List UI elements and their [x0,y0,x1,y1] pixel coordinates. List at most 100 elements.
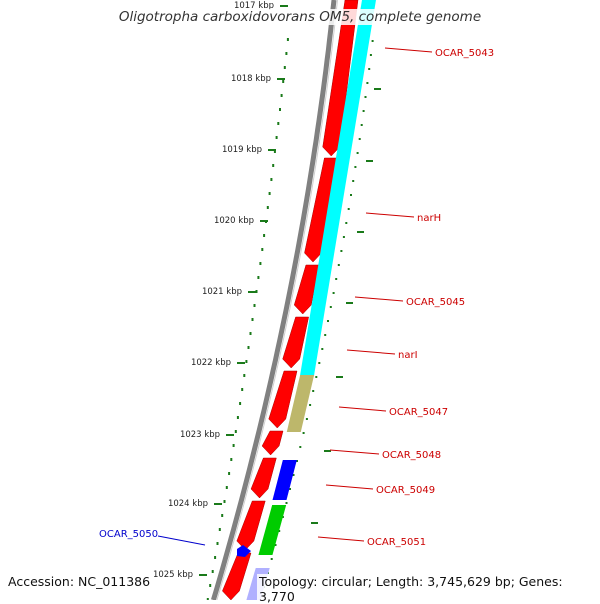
label-leader-line [329,449,380,455]
label-leader-line [325,484,374,490]
outer-ring-dot [350,194,352,196]
outer-ring-dot [285,502,288,504]
kbp-tick-mark [280,5,288,7]
outer-ring-dot [356,152,359,154]
label-leader-line [354,296,404,302]
kbp-tick-mark [214,503,222,505]
outer-ring-dot [309,404,312,406]
outer-ring-dot [324,334,327,336]
inner-ring-dot [286,38,289,41]
inner-ring-dot [270,178,273,181]
inner-ring-dot [249,332,252,335]
operon-band-cyan [300,0,376,375]
outer-ring-dot [318,362,321,364]
outer-ring-dot [281,516,284,518]
forward-gene-3 [293,264,320,315]
kbp-tick-label: 1023 kbp [180,430,220,440]
inner-ring-dot [257,276,260,279]
inner-ring-dot [285,52,288,55]
inner-ring-dot [209,584,212,587]
outer-ring-dot [354,166,357,168]
inner-ring-dot [282,80,285,83]
forward-gene-6 [261,430,284,456]
outer-ring-dot [345,222,348,224]
gene-band-blue [272,460,297,500]
outer-ring-dot [270,558,273,560]
kbp-tick-mark [226,434,234,436]
inner-ring-dot [230,458,233,461]
outer-ring-dot [362,110,365,112]
inner-ring-dot [273,150,276,153]
outer-ring-dot [312,390,315,392]
operon-band-khaki [286,375,315,432]
gene-track [222,0,376,600]
inner-ring-dot [266,206,269,209]
outer-ring-dot [321,348,324,350]
outer-ring-dash [324,450,331,452]
inner-ring-dot [261,248,264,251]
kbp-tick-label: 1019 kbp [222,145,262,155]
backbone-highlight [216,0,338,600]
gene-label: OCAR_5047 [389,407,448,418]
inner-ring-dot [206,598,209,600]
inner-ring-dot [251,318,254,321]
label-leader-line [157,535,206,546]
outer-ring-dash [366,160,373,162]
reverse-gene-ocar-5050 [237,545,251,557]
gene-label: narH [417,213,441,224]
kbp-tick-mark [277,78,285,80]
forward-gene-1 [322,0,359,157]
outer-ring-dot [366,82,369,84]
gc-skew-dots [206,38,381,600]
outer-ring-dot [337,264,340,266]
outer-ring-dot [347,208,350,210]
inner-ring-dot [234,430,237,433]
inner-ring-dot [259,262,262,265]
inner-ring-dot [243,374,246,377]
outer-ring-dot [327,320,329,322]
inner-ring-dot [236,416,239,419]
kbp-tick-mark [260,220,268,222]
outer-ring-dot [360,124,363,126]
forward-gene-2 [304,157,338,263]
inner-ring-dot [255,290,258,293]
kbp-tick-label: 1025 kbp [153,570,193,580]
outer-ring-dot [332,292,335,294]
backbone-arc [211,0,338,600]
outer-ring-dash [374,88,381,90]
inner-ring-dot [268,192,271,195]
gene-label: narI [398,350,418,361]
inner-ring-dot [211,570,214,573]
label-leader-line [338,406,387,412]
inner-ring-dot [223,500,226,503]
backbone-line [211,0,337,600]
outer-ring-dot [292,474,295,476]
inner-ring-dot [228,472,231,475]
gene-label: OCAR_5051 [367,537,426,548]
kbp-tick-label: 1020 kbp [214,216,254,226]
outer-ring-dot [342,236,345,238]
kbp-tick-label: 1018 kbp [231,74,271,84]
outer-ring-dot [352,180,355,182]
outer-ring-dash [357,231,364,233]
gene-label: OCAR_5043 [435,48,494,59]
forward-gene-4 [282,316,309,369]
kbp-ticks: 1017 kbp 1018 kbp 1019 kbp 1020 kbp 1021 kbp… [153,1,288,580]
inner-ring-dot [263,234,266,237]
outer-ring-dot [278,530,281,532]
forward-gene-7 [250,457,277,499]
gene-label: OCAR_5050 [99,529,158,540]
kbp-tick-label: 1017 kbp [234,1,274,11]
kbp-tick-label: 1021 kbp [202,287,242,297]
outer-ring-dot [274,544,277,546]
outer-ring-dot [368,68,371,70]
label-leader-line [317,536,365,542]
outer-ring-dot [358,138,361,140]
gene-band-green [258,505,287,555]
kbp-tick-mark [268,149,276,151]
accession-text: Accession: NC_011386 [8,574,151,589]
kbp-tick-label: 1024 kbp [168,499,208,509]
inner-ring-dot [272,164,275,167]
outer-ring-dot [315,376,318,378]
